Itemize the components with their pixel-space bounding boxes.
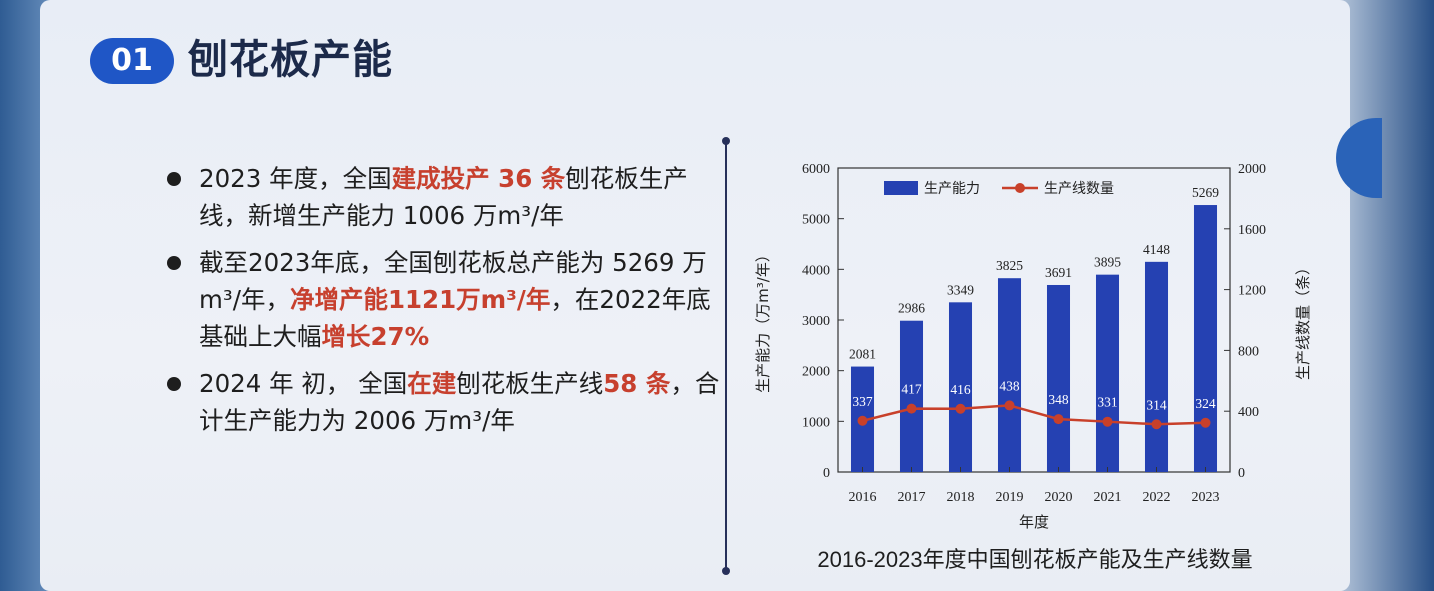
legend-label-lines: 生产线数量: [1044, 181, 1114, 197]
bullet-list: 2023 年度，全国建成投产 36 条刨花板生产线，新增生产能力 1006 万m…: [165, 160, 725, 449]
bar-capacity: [997, 278, 1022, 472]
line-point: [857, 415, 868, 426]
y2-tick-label: 2000: [1238, 162, 1266, 177]
x-tick-label: 2022: [1143, 490, 1171, 505]
bullet-text: 刨花板生产线: [456, 369, 604, 398]
x-tick-label: 2019: [996, 490, 1024, 505]
line-value-label: 348: [1048, 392, 1069, 407]
bar-value-label: 2081: [849, 347, 876, 362]
line-value-label: 417: [901, 382, 922, 397]
y-tick-label: 5000: [802, 213, 830, 228]
x-axis-title: 年度: [1019, 513, 1049, 531]
line-point: [1004, 400, 1015, 411]
slide: [40, 0, 1350, 591]
y-tick-label: 6000: [802, 162, 830, 177]
line-point: [1102, 416, 1113, 427]
x-tick-label: 2020: [1045, 490, 1073, 505]
highlight-text: 58 条: [603, 369, 671, 398]
y2-tick-label: 1600: [1238, 223, 1266, 238]
slide-title: 刨花板产能: [188, 37, 393, 83]
line-point: [906, 403, 917, 414]
bar-value-label: 4148: [1143, 242, 1170, 257]
y-tick-label: 3000: [802, 314, 830, 329]
bar-value-label: 5269: [1192, 185, 1219, 200]
line-point: [1151, 419, 1162, 430]
y-axis-title: 生产能力（万m³/年）: [754, 247, 772, 393]
bullet-item: 2023 年度，全国建成投产 36 条刨花板生产线，新增生产能力 1006 万m…: [165, 160, 725, 234]
bar-capacity: [1095, 274, 1120, 472]
bar-capacity: [899, 320, 924, 472]
highlight-text: 增长27%: [321, 322, 430, 351]
line-value-label: 416: [950, 382, 971, 397]
highlight-text: 建成投产 36 条: [391, 164, 566, 193]
legend-label-capacity: 生产能力: [924, 181, 980, 197]
y2-axis-title: 生产线数量（条）: [1294, 260, 1312, 380]
y2-tick-label: 800: [1238, 344, 1259, 359]
bar-capacity: [1046, 284, 1071, 472]
bar-capacity: [1193, 205, 1218, 472]
x-tick-label: 2018: [947, 490, 975, 505]
bar-value-label: 3349: [947, 282, 974, 297]
bar-capacity: [1144, 261, 1169, 472]
y2-tick-label: 1200: [1238, 284, 1266, 299]
section-number-badge: 01: [90, 38, 174, 84]
bar-value-label: 3825: [996, 258, 1023, 273]
line-value-label: 324: [1195, 396, 1216, 411]
plot-frame: [837, 167, 1231, 473]
line-value-label: 314: [1146, 397, 1167, 412]
x-tick-label: 2017: [898, 490, 926, 505]
bullet-item: 截至2023年底，全国刨花板总产能为 5269 万m³/年，净增产能1121万m…: [165, 244, 725, 355]
capacity-chart: 0 1000 2000 3000 4000 5000 6000 0 400 800 1200 1600…: [754, 162, 1312, 531]
line-value-label: 438: [999, 378, 1020, 393]
y-tick-label: 0: [823, 466, 830, 481]
line-point: [955, 403, 966, 414]
bullet-text: 刨花板生产线，新增生产能力 1006 万m³/年: [199, 164, 688, 230]
vertical-divider: [722, 137, 730, 575]
chart-caption: 2016-2023年度中国刨花板产能及生产线数量: [817, 547, 1253, 572]
y-tick-label: 1000: [802, 415, 830, 430]
highlight-text: 在建: [407, 369, 457, 398]
bar-capacity: [948, 302, 973, 472]
line-value-label: 337: [852, 394, 873, 409]
x-tick-label: 2021: [1094, 490, 1122, 505]
legend-swatch-capacity: [884, 181, 918, 195]
bar-value-label: 3691: [1045, 265, 1072, 280]
line-value-label: 331: [1097, 395, 1117, 410]
bullet-item: 2024 年 初， 全国在建刨花板生产线58 条，合计生产能力为 2006 万m…: [165, 365, 725, 439]
y-tick-label: 4000: [802, 263, 830, 278]
y2-tick-label: 0: [1238, 466, 1245, 481]
bullet-text: ，在2022年底基础上大幅: [199, 285, 711, 351]
y-tick-label: 2000: [802, 365, 830, 380]
bullet-text: 2024 年 初， 全国: [199, 369, 408, 398]
bullet-text: ，合计生产能力为 2006 万m³/年: [199, 369, 720, 435]
highlight-text: 净增产能1121万m³/年: [289, 285, 551, 314]
bar-value-label: 2986: [898, 301, 925, 316]
x-tick-label: 2016: [849, 490, 877, 505]
bullet-text: 截至2023年底，全国刨花板总产能为 5269 万m³/年，: [199, 248, 707, 314]
legend-marker-lines: [1015, 183, 1025, 193]
bullet-text: 2023 年度，全国: [199, 164, 392, 193]
line-production-lines: [862, 404, 1206, 426]
line-point: [1200, 417, 1211, 428]
y2-tick-label: 400: [1238, 405, 1259, 420]
bar-value-label: 3895: [1094, 255, 1121, 270]
line-point: [1053, 414, 1064, 425]
x-tick-label: 2023: [1192, 490, 1220, 505]
